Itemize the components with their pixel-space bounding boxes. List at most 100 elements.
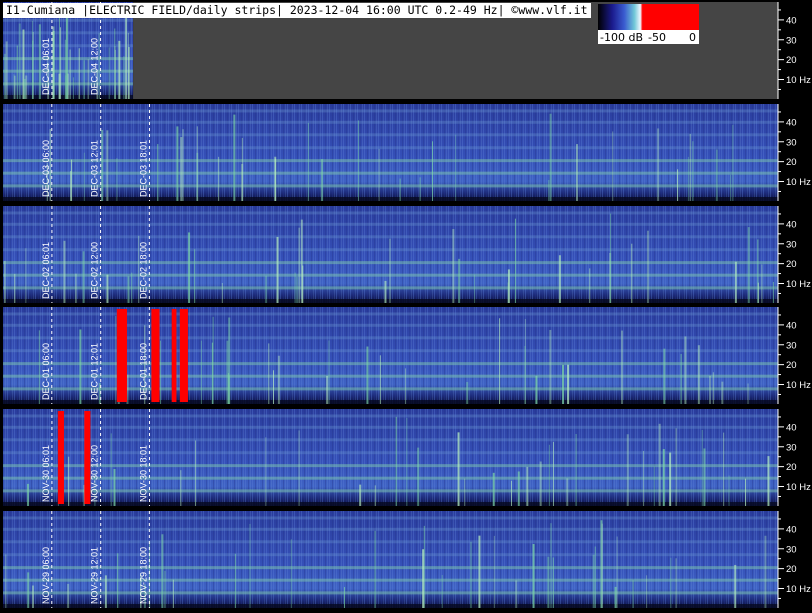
burst-line xyxy=(27,572,30,608)
burst-line xyxy=(228,375,230,404)
burst-line xyxy=(359,484,362,506)
spectral-band xyxy=(3,312,778,316)
burst-line xyxy=(23,78,26,99)
spectral-band xyxy=(3,414,778,418)
burst-line xyxy=(643,450,645,506)
spectral-band xyxy=(3,591,778,595)
burst-line xyxy=(374,530,376,608)
axis-tick-label: 30 xyxy=(786,137,797,148)
burst-line xyxy=(567,364,570,404)
burst-line xyxy=(697,345,700,404)
burst-line xyxy=(47,62,49,99)
burst-line xyxy=(127,32,129,99)
burst-line xyxy=(492,472,495,506)
strip-dec-01: DEC-01 06:00 DEC-01 12:01 DEC-01 18:00 10 H… xyxy=(3,307,811,405)
time-marker-label: DEC-01 12:01 xyxy=(90,343,100,400)
burst-line xyxy=(31,585,34,608)
saturated-event xyxy=(151,309,160,402)
time-marker-label: DEC-03 12:01 xyxy=(90,140,100,197)
time-marker-label: NOV-30 12:00 xyxy=(90,445,100,502)
burst-line xyxy=(441,575,443,608)
burst-line xyxy=(302,265,304,303)
frequency-axis: 10 Hz 20 30 40 xyxy=(777,104,811,201)
burst-line xyxy=(548,444,550,506)
axis-tick-label: 40 xyxy=(786,524,797,535)
color-scale-label-max: 0 xyxy=(689,31,696,44)
burst-line xyxy=(221,282,223,303)
time-marker-label: DEC-02 06:01 xyxy=(41,242,51,299)
spectral-band xyxy=(3,553,778,557)
burst-line xyxy=(195,440,197,506)
burst-line xyxy=(358,120,360,201)
strips-layer: DEC-04 06:01 DEC-04 12:00 10 Hz203040DEC-0… xyxy=(3,2,811,609)
burst-line xyxy=(79,329,82,404)
burst-line xyxy=(616,536,618,608)
burst-line xyxy=(59,12,61,100)
spectral-band xyxy=(3,146,778,150)
burst-line xyxy=(82,251,85,303)
low-frequency-band xyxy=(3,604,778,609)
burst-line xyxy=(294,272,296,303)
burst-line xyxy=(188,232,191,303)
spectral-band xyxy=(3,489,778,493)
burst-line xyxy=(532,544,535,608)
burst-line xyxy=(72,77,74,99)
burst-line xyxy=(366,346,369,404)
burst-line xyxy=(101,130,104,201)
burst-line xyxy=(712,372,714,404)
burst-line xyxy=(38,24,41,99)
burst-line xyxy=(31,20,33,99)
burst-line xyxy=(290,539,292,608)
time-marker-label: NOV-29 12:01 xyxy=(90,547,100,604)
burst-line xyxy=(65,15,68,100)
burst-line xyxy=(507,269,510,303)
burst-line xyxy=(83,152,85,201)
burst-line xyxy=(226,340,229,404)
burst-line xyxy=(621,330,624,404)
burst-line xyxy=(27,483,30,506)
burst-line xyxy=(326,375,329,404)
burst-line xyxy=(379,355,381,404)
burst-line xyxy=(164,570,166,608)
burst-line xyxy=(125,14,128,100)
burst-line xyxy=(594,546,596,608)
burst-line xyxy=(126,374,129,404)
spectral-band xyxy=(3,438,778,442)
burst-line xyxy=(732,124,734,201)
burst-line xyxy=(52,26,55,99)
burst-line xyxy=(687,156,689,201)
burst-line xyxy=(157,144,159,201)
burst-line xyxy=(548,180,550,201)
low-frequency-band xyxy=(3,197,778,202)
burst-line xyxy=(389,238,391,303)
burst-line xyxy=(274,156,277,201)
burst-line xyxy=(241,164,244,201)
axis-tick-label: 10 Hz xyxy=(786,177,811,188)
burst-line xyxy=(432,141,434,201)
burst-line xyxy=(374,485,376,506)
burst-line xyxy=(115,315,117,404)
time-marker-label: NOV-30 06:01 xyxy=(41,445,51,502)
axis-background xyxy=(778,104,810,201)
spectral-band xyxy=(3,578,778,582)
burst-line xyxy=(249,523,251,608)
burst-line xyxy=(265,437,267,506)
burst-line xyxy=(653,466,655,506)
axis-tick-label: 40 xyxy=(786,422,797,433)
spectral-band xyxy=(3,120,778,124)
axis-tick-label: 30 xyxy=(786,340,797,351)
burst-line xyxy=(670,557,672,608)
color-scale-bar: -100 dB -50 0 xyxy=(598,4,699,44)
burst-line xyxy=(218,156,220,201)
burst-line xyxy=(757,282,759,303)
burst-line xyxy=(161,534,164,608)
burst-line xyxy=(493,535,495,608)
low-frequency-band xyxy=(3,400,778,405)
color-scale-gradient xyxy=(598,4,699,30)
burst-line xyxy=(149,542,151,608)
burst-line xyxy=(715,149,718,201)
axis-tick-label: 30 xyxy=(786,239,797,250)
burst-line xyxy=(71,159,73,201)
burst-line xyxy=(118,40,121,99)
saturated-event xyxy=(84,411,91,504)
